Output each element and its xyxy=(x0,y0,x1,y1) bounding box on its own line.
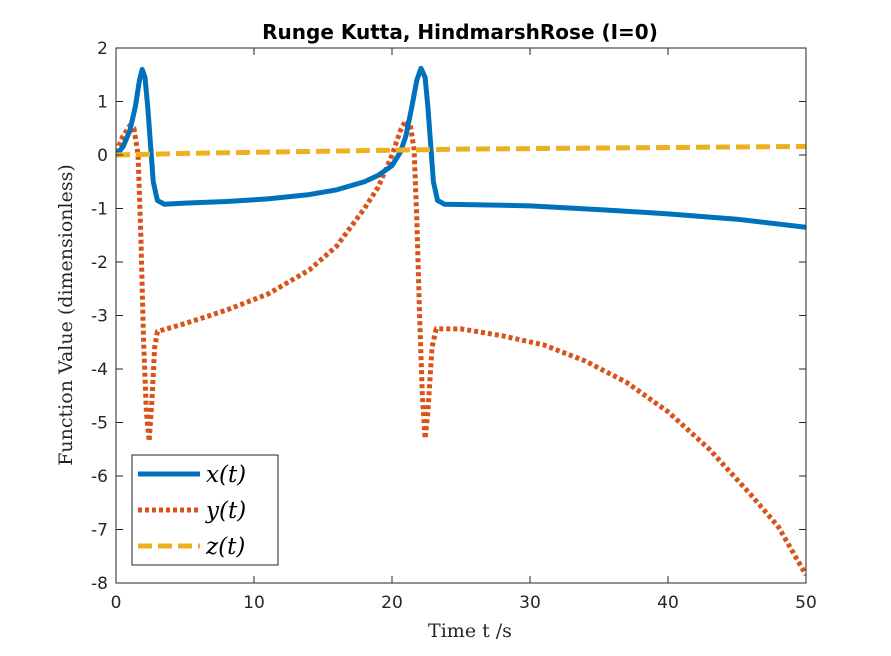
chart-title: Runge Kutta, HindmarshRose (I=0) xyxy=(262,20,658,44)
y-tick-label: -7 xyxy=(91,521,108,541)
x-tick-label: 0 xyxy=(111,593,122,613)
x-tick-label: 10 xyxy=(243,593,265,613)
legend: x(t) y(t) z(t) xyxy=(131,454,279,566)
y-tick-label: -4 xyxy=(91,360,108,380)
y-tick-label: 2 xyxy=(97,39,108,59)
y-axis-label: Function Value (dimensionless) xyxy=(55,164,77,466)
y-tick-label: -2 xyxy=(91,253,108,273)
legend-label: z(t) xyxy=(205,534,245,560)
legend-label: x(t) xyxy=(206,462,246,488)
y-tick-label: 1 xyxy=(97,93,108,113)
y-tick-label: -8 xyxy=(91,574,108,594)
series-line-xt xyxy=(116,65,806,230)
y-tick-label: -5 xyxy=(91,414,108,434)
plot-lines xyxy=(116,65,806,577)
x-tick-label: 20 xyxy=(381,593,403,613)
x-axis-label: Time t /s xyxy=(428,620,512,642)
x-tick-label: 30 xyxy=(519,593,541,613)
legend-label: y(t) xyxy=(205,498,246,524)
y-ticks: 2 1 0 -1 -2 -3 -4 -5 -6 -7 -8 xyxy=(91,39,806,594)
x-tick-label: 40 xyxy=(657,593,679,613)
x-ticks: 0 10 20 30 40 50 xyxy=(111,48,817,613)
series-line-zt xyxy=(116,143,806,158)
y-tick-label: -3 xyxy=(91,307,108,327)
x-tick-label: 50 xyxy=(795,593,817,613)
series-line-yt xyxy=(116,117,806,577)
y-tick-label: -1 xyxy=(91,200,108,220)
y-tick-label: 0 xyxy=(97,146,108,166)
y-tick-label: -6 xyxy=(91,467,108,487)
